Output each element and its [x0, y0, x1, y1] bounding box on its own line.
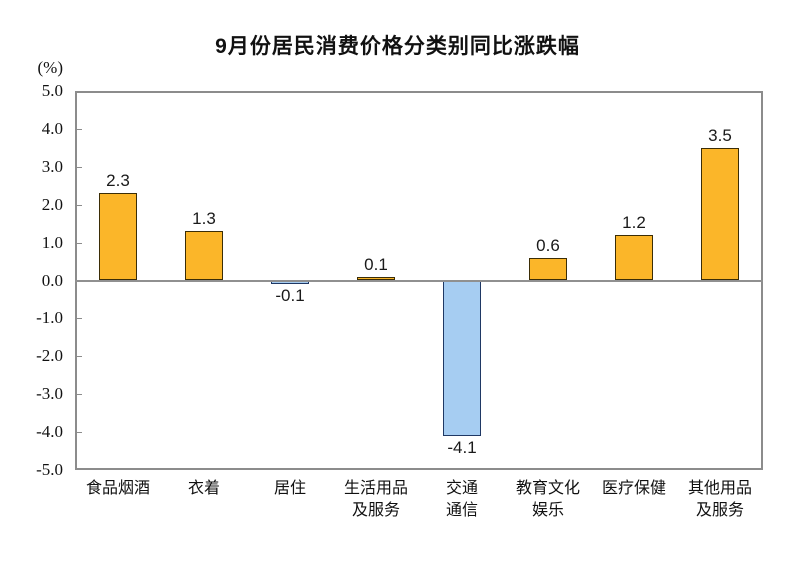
y-tick-mark: [77, 167, 82, 168]
y-tick-mark: [77, 356, 82, 357]
y-tick-mark: [77, 318, 82, 319]
y-tick-label: 3.0: [41, 156, 63, 176]
bar-value-label: 2.3: [106, 171, 130, 191]
bar: [701, 147, 739, 281]
y-tick-label: -5.0: [36, 460, 63, 479]
y-tick-label: 5.0: [41, 81, 63, 100]
x-category-label: 生活用品 及服务: [343, 480, 408, 519]
y-axis-unit-label: (%): [37, 58, 63, 77]
bar-value-label: 3.5: [708, 125, 732, 145]
zero-axis-line: [75, 279, 763, 282]
y-tick-mark: [77, 394, 82, 395]
bar-value-label: 1.2: [622, 213, 646, 233]
bar-value-label: -4.1: [447, 437, 477, 457]
x-category-label: 衣着: [187, 480, 220, 497]
x-category-label: 医疗保健: [601, 480, 666, 497]
bar: [443, 280, 481, 436]
y-tick-mark: [77, 432, 82, 433]
y-tick-label: 2.0: [41, 194, 63, 214]
y-tick-label: 1.0: [41, 232, 63, 252]
bar-value-label: 0.6: [536, 235, 560, 255]
bar-value-label: 1.3: [192, 209, 216, 229]
bar: [185, 231, 223, 281]
y-tick-label: -4.0: [36, 422, 63, 442]
bar-value-label: 0.1: [364, 254, 388, 274]
x-category-label: 交通 通信: [445, 480, 478, 519]
x-category-label: 其他用品 及服务: [687, 480, 752, 519]
y-tick-label: -2.0: [36, 346, 63, 366]
y-tick-label: -1.0: [36, 308, 63, 328]
bar: [99, 193, 137, 281]
y-tick-label: -3.0: [36, 384, 63, 404]
x-category-label: 教育文化 娱乐: [515, 480, 580, 519]
y-tick-mark: [77, 129, 82, 130]
x-category-label: 居住: [273, 480, 306, 497]
bar-value-label: -0.1: [275, 286, 305, 306]
y-tick-mark: [77, 243, 82, 244]
chart-title: 9月份居民消费价格分类别同比涨跌幅: [215, 35, 580, 58]
bar: [529, 257, 567, 281]
x-category-label: 食品烟酒: [85, 480, 150, 497]
y-tick-label: 0.0: [41, 270, 63, 290]
y-tick-mark: [77, 205, 82, 206]
bar: [615, 235, 653, 281]
y-tick-label: 4.0: [41, 118, 63, 138]
